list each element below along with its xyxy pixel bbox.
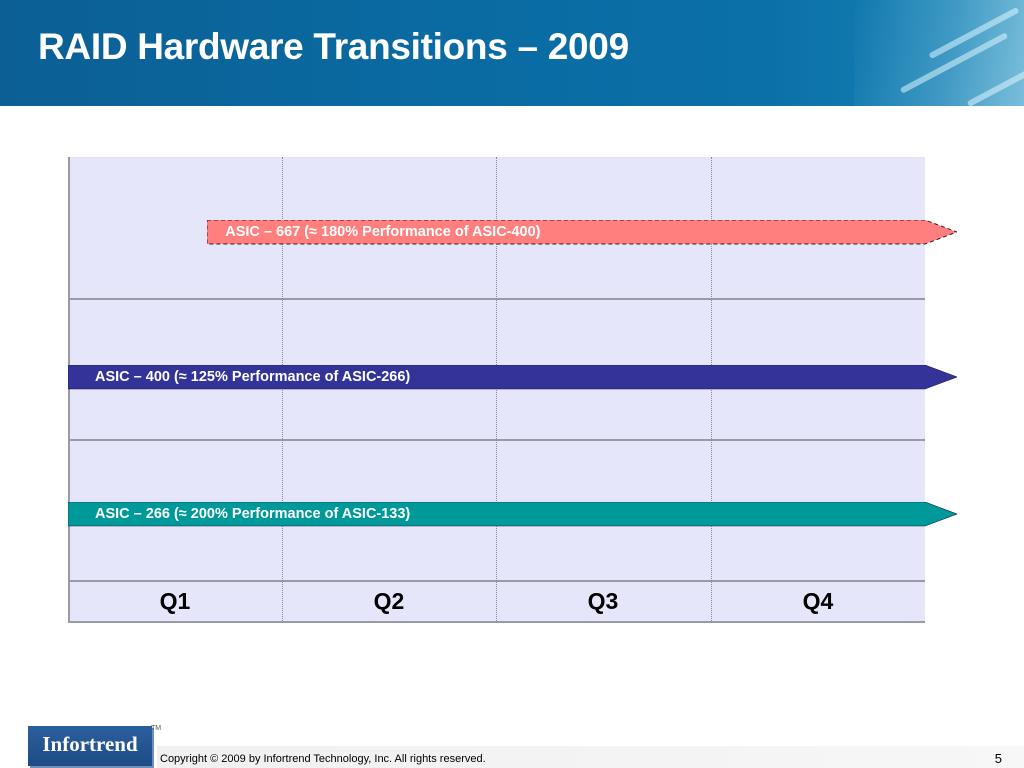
timeline-bar-1: ASIC – 667 (≈ 180% Performance of ASIC-4…: [207, 220, 958, 245]
timeline-chart: Q1 Q2 Q3 Q4 ASIC – 667 (≈ 180% Performan…: [68, 157, 958, 623]
copyright-text: Copyright © 2009 by Infortrend Technolog…: [160, 753, 486, 765]
slide-title: RAID Hardware Transitions – 2009: [38, 26, 629, 67]
quarter-label-q2: Q2: [373, 588, 405, 614]
timeline-bar-label: ASIC – 266 (≈ 200% Performance of ASIC-1…: [95, 506, 411, 522]
quarter-label-q4: Q4: [802, 588, 834, 614]
bar-arrow-shape: [68, 365, 957, 390]
banner-underline: [0, 106, 1024, 109]
logo-text: Infortrend: [42, 732, 138, 756]
footer-bar: [157, 746, 1024, 768]
quarter-label-q3: Q3: [587, 588, 619, 614]
banner-decoration: [854, 0, 1024, 106]
timeline-bar-2: ASIC – 400 (≈ 125% Performance of ASIC-2…: [68, 365, 957, 390]
trademark-mark: TM: [151, 725, 162, 732]
quarter-label-q1: Q1: [159, 588, 191, 614]
timeline-bar-label: ASIC – 400 (≈ 125% Performance of ASIC-2…: [95, 369, 411, 385]
infortrend-logo: Infortrend: [28, 726, 152, 766]
bar-arrow-shape: [68, 502, 957, 527]
page-number: 5: [994, 751, 1002, 766]
bar-arrow-shape: [207, 220, 958, 245]
title-banner: RAID Hardware Transitions – 2009: [0, 0, 1024, 106]
timeline-bar-label: ASIC – 667 (≈ 180% Performance of ASIC-4…: [225, 224, 541, 240]
timeline-bar-3: ASIC – 266 (≈ 200% Performance of ASIC-1…: [68, 502, 957, 527]
